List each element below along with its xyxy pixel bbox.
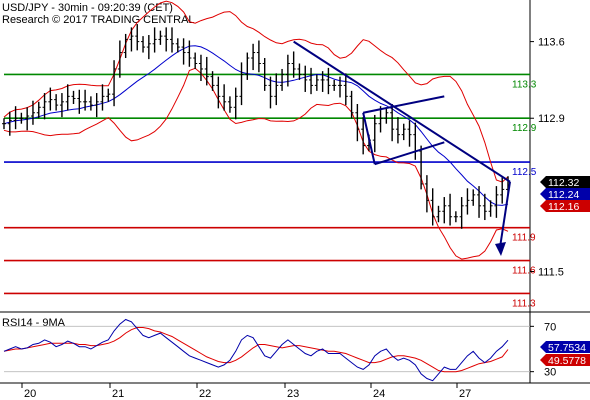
channel-lower <box>374 141 445 166</box>
rsi-ma-line <box>3 327 509 373</box>
rsi-value-label: 49.5778 <box>548 355 586 367</box>
x-tick-label: 24 <box>373 388 385 400</box>
forecast-arrow-shaft <box>499 181 511 248</box>
moving-average <box>3 45 509 206</box>
last-value-label: 112.16 <box>548 201 579 213</box>
level-label: 113.3 <box>512 79 537 90</box>
forecast-arrow-head <box>495 242 506 256</box>
chart-title: USD/JPY - 30min - 09:20:39 (CET) <box>2 2 173 14</box>
x-tick-label: 23 <box>287 388 299 400</box>
x-tick-label: 22 <box>199 388 211 400</box>
trendline-resistance <box>293 40 511 183</box>
last-value-badge <box>540 200 590 212</box>
level-label: 112.9 <box>512 123 537 134</box>
rsi-value-badge <box>540 341 590 353</box>
last-value-badge <box>540 176 590 188</box>
level-label: 111.3 <box>512 298 536 309</box>
level-label: 111.6 <box>512 266 536 277</box>
y-tick-label: 111.5 <box>538 266 564 278</box>
rsi-value-label: 57.7534 <box>548 342 586 354</box>
chart-source: Research © 2017 TRADING CENTRAL <box>2 14 195 26</box>
last-value-label: 112.24 <box>548 189 579 201</box>
x-tick-label: 21 <box>112 388 124 400</box>
rsi-title: RSI14 - 9MA <box>2 317 66 329</box>
channel-side <box>362 112 376 165</box>
rsi-y-tick-label: 30 <box>544 367 556 379</box>
last-value-label: 112.32 <box>548 177 579 189</box>
rsi-line <box>3 318 509 382</box>
level-label: 111.9 <box>512 233 536 244</box>
last-value-badge <box>540 188 590 200</box>
y-tick-label: 112.9 <box>538 113 565 125</box>
rsi-y-tick-label: 70 <box>544 321 556 333</box>
y-tick-label: 113.6 <box>538 37 565 49</box>
bollinger-lower <box>3 67 509 260</box>
channel-upper <box>362 95 445 114</box>
level-label: 112.5 <box>512 167 537 178</box>
x-tick-label: 27 <box>459 388 471 400</box>
rsi-value-badge <box>540 354 590 366</box>
bollinger-upper <box>3 0 509 183</box>
x-tick-label: 20 <box>24 388 36 400</box>
